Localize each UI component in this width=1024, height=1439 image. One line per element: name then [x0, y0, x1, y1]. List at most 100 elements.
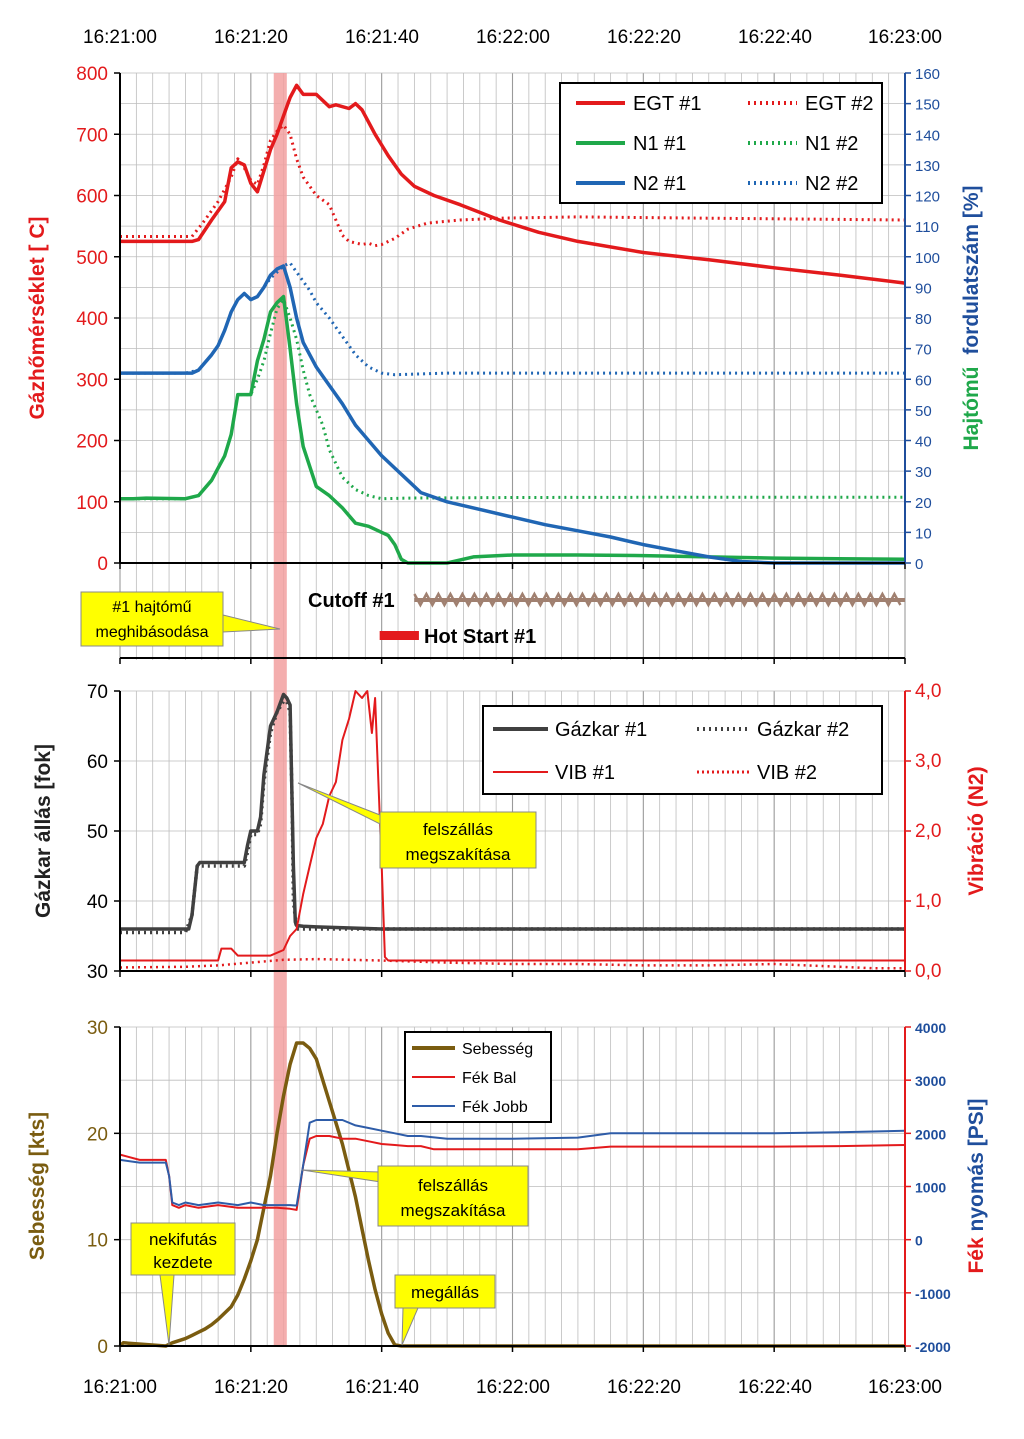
abort-callout-2-box [377, 1165, 529, 1227]
speed-legend: Sebesség Fék Bal Fék Jobb [404, 1031, 552, 1123]
right-tick-label: 0,0 [915, 961, 941, 982]
left-tick-label: 200 [76, 432, 108, 453]
hotstart-label: Hot Start #1 [424, 626, 536, 648]
series-line-vib-1 [120, 690, 905, 962]
series-line-f-k-bal [119, 1135, 906, 1211]
right-tick-label: 4,0 [915, 681, 941, 702]
series-line-g-zkar-2 [120, 699, 905, 935]
right-tick-label: 150 [915, 97, 940, 114]
egt-axis-title: Gázhőmérséklet [ C] [26, 216, 49, 419]
left-tick-label: 300 [76, 370, 108, 391]
stop-callout-text: megállás [411, 1283, 479, 1302]
failure-callout-pointer [222, 614, 281, 633]
rpm-axis-title-part1: Hajtómű [960, 367, 983, 451]
legend-label-speed: Sebesség [462, 1041, 533, 1058]
takeoff-callout-line1: nekifutás [149, 1230, 217, 1249]
right-tick-label: 1,0 [915, 891, 941, 912]
abort-callout-2: felszállás megszakítása [301, 1165, 529, 1227]
brake-axis-title-part1: Fék [965, 1237, 988, 1274]
right-tick-label: 3,0 [915, 751, 941, 772]
legend-label-n1-2: N1 #2 [805, 133, 858, 155]
takeoff-callout-box [130, 1222, 236, 1276]
series-line-vib-2 [119, 957, 905, 970]
legend-label-egt2: EGT #2 [805, 93, 874, 115]
marks-layer [118, 83, 906, 1348]
stop-callout: megállás [394, 1274, 496, 1346]
left-tick-label: 500 [76, 248, 108, 269]
series-line-n2-2 [120, 261, 905, 377]
throttle-legend: Gázkar #1 Gázkar #2 VIB #1 VIB #2 [482, 705, 883, 795]
right-tick-label: -2000 [915, 1339, 951, 1355]
stop-callout-pointer [401, 1307, 419, 1346]
brake-axis-title: Fék nyomás [PSI] [965, 1098, 988, 1273]
right-tick-label: 30 [915, 464, 932, 481]
top-tick-label: 16:22:40 [738, 27, 812, 48]
series-line-n1-2 [120, 298, 905, 501]
stop-callout-box [394, 1274, 496, 1309]
left-tick-label: 800 [76, 64, 108, 85]
top-time-axis-labels: 16:21:00 16:21:20 16:21:40 16:22:00 16:2… [83, 27, 942, 48]
top-tick-label: 16:21:20 [214, 27, 288, 48]
throttle-legend-box [482, 705, 883, 795]
left-tick-label: 30 [87, 962, 108, 983]
right-tick-label: 80 [915, 311, 932, 328]
right-tick-label: 110 [915, 219, 939, 236]
right-tick-label: 100 [915, 250, 940, 267]
right-tick-label: 20 [915, 495, 932, 512]
rpm-axis-title: Hajtómű fordulatszám [%] [960, 185, 983, 450]
abort-callout-2-pointer [301, 1169, 382, 1183]
right-tick-label: 3000 [915, 1073, 946, 1089]
abort-callout-1-line2: megszakítása [406, 845, 511, 864]
right-tick-label: 60 [915, 372, 932, 389]
right-tick-label: 2,0 [915, 821, 941, 842]
right-tick-label: 0 [915, 1233, 923, 1249]
right-tick-label: 120 [915, 189, 940, 206]
legend-label-egt1: EGT #1 [633, 93, 702, 115]
right-tick-label: 140 [915, 127, 940, 144]
right-tick-label: 4000 [915, 1020, 946, 1036]
takeoff-callout: nekifutás kezdete [130, 1222, 236, 1346]
right-tick-label: 2000 [915, 1126, 946, 1142]
left-tick-label: 700 [76, 125, 108, 146]
failure-callout-line1: #1 hajtómű [112, 599, 191, 616]
series-line-n1-1 [120, 294, 906, 565]
bottom-tick-label: 16:22:00 [476, 1377, 550, 1398]
top-tick-label: 16:23:00 [868, 27, 942, 48]
bottom-tick-label: 16:23:00 [868, 1377, 942, 1398]
abort-callout-1-pointer [297, 782, 381, 825]
axes-layer: 0100200300400500600700800010203040506070… [76, 64, 951, 1358]
top-tick-label: 16:22:20 [607, 27, 681, 48]
legend-label-n2-2: N2 #2 [805, 173, 858, 195]
top-tick-label: 16:22:00 [476, 27, 550, 48]
legend-label-vib1: VIB #1 [555, 762, 615, 784]
right-tick-label: -1000 [915, 1286, 951, 1302]
left-tick-label: 20 [87, 1124, 108, 1145]
abort-callout-2-line1: felszállás [418, 1176, 488, 1195]
left-tick-label: 600 [76, 187, 108, 208]
left-tick-label: 100 [76, 493, 108, 514]
bottom-time-axis-labels: 16:21:00 16:21:20 16:21:40 16:22:00 16:2… [83, 1377, 942, 1398]
right-tick-label: 0 [915, 556, 923, 573]
right-tick-label: 50 [915, 403, 932, 420]
bottom-tick-label: 16:22:20 [607, 1377, 681, 1398]
legend-label-gazkar2: Gázkar #2 [757, 719, 849, 741]
hotstart-event-bar [379, 631, 419, 640]
left-tick-label: 0 [97, 1337, 108, 1358]
legend-label-vib2: VIB #2 [757, 762, 817, 784]
failure-highlight-band [273, 73, 287, 1346]
throttle-axis-title: Gázkar állás [fok] [32, 744, 55, 918]
legend-label-brake-left: Fék Bal [462, 1070, 516, 1087]
series-line-n2-1 [120, 264, 905, 565]
top-tick-label: 16:21:40 [345, 27, 419, 48]
brake-axis-title-part2: nyomás [PSI] [965, 1098, 988, 1231]
series-line-egt-1 [120, 83, 906, 285]
bottom-tick-label: 16:21:00 [83, 1377, 157, 1398]
left-tick-label: 10 [87, 1231, 108, 1252]
left-tick-label: 70 [87, 682, 108, 703]
vibration-axis-title: Vibráció (N2) [965, 766, 988, 895]
takeoff-callout-pointer [159, 1274, 175, 1346]
right-tick-label: 160 [915, 66, 940, 83]
left-tick-label: 30 [87, 1018, 108, 1039]
abort-callout-1-line1: felszállás [423, 820, 493, 839]
